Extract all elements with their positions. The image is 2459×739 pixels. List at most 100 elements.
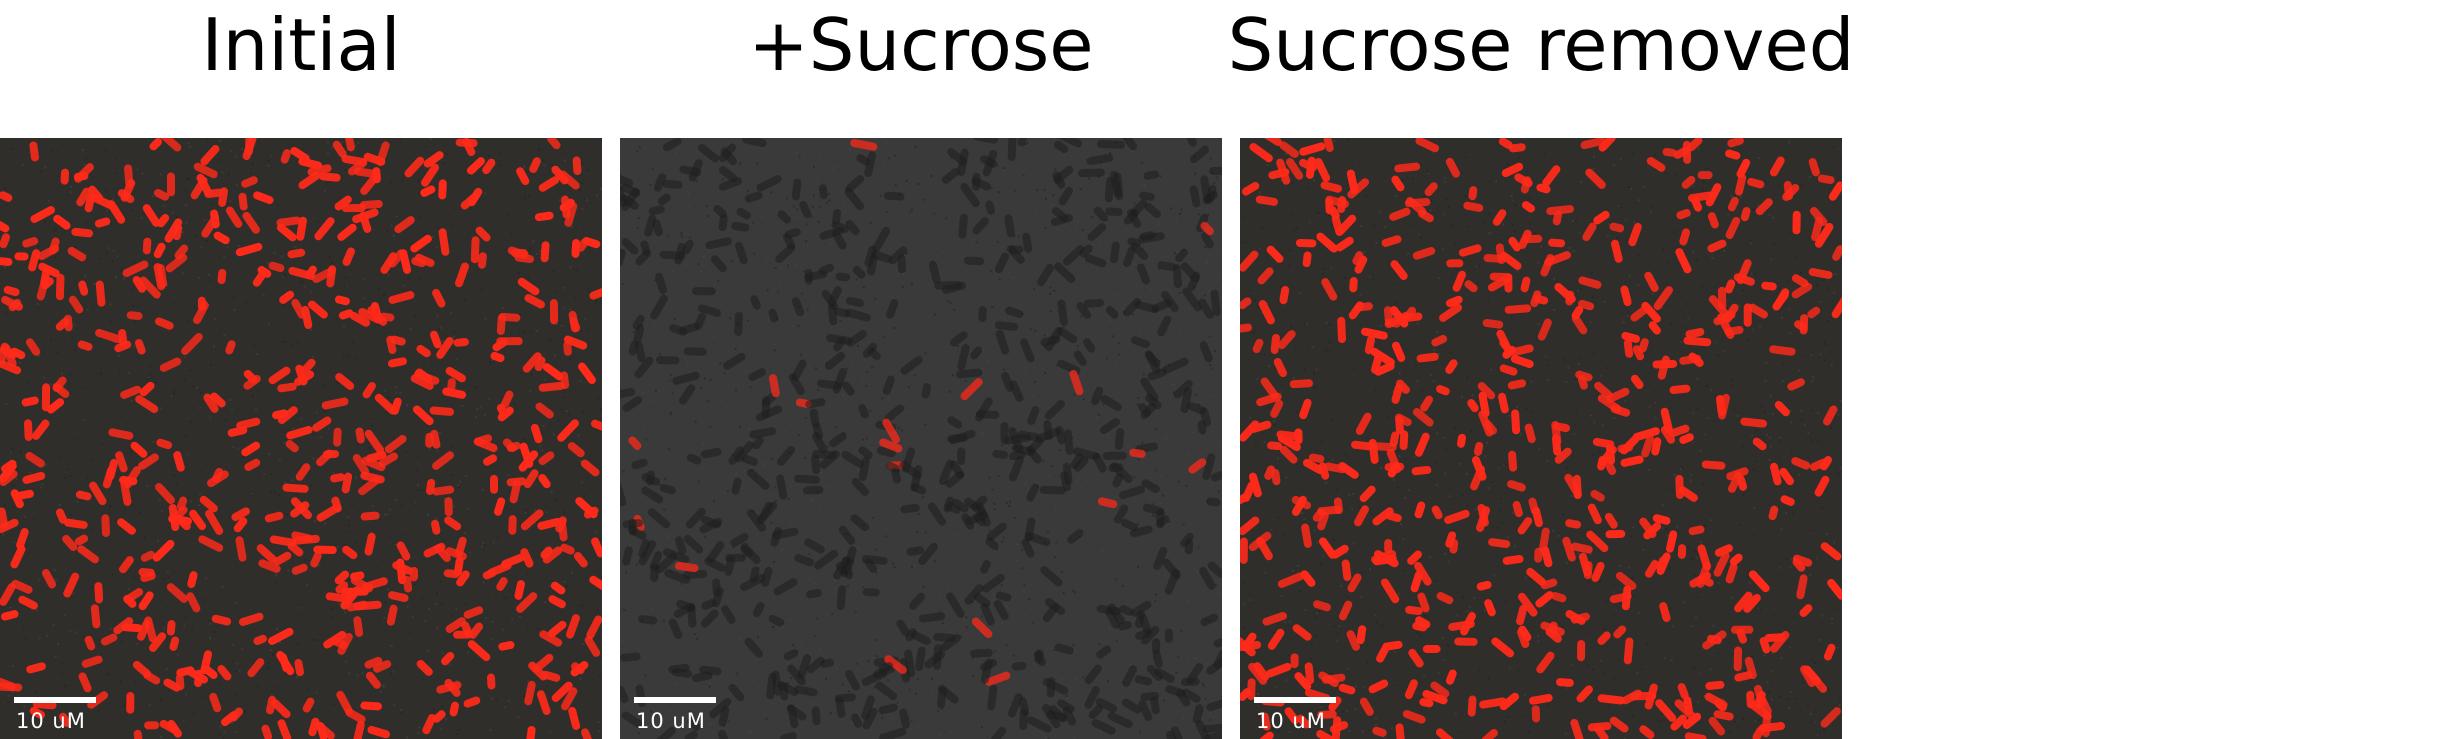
bacterial-cell bbox=[1532, 705, 1541, 723]
bacterial-cell bbox=[490, 475, 498, 494]
bacterial-cell bbox=[94, 582, 103, 604]
bacterial-cell bbox=[1399, 430, 1408, 450]
bacterial-cell bbox=[629, 519, 638, 536]
bacterial-cell bbox=[1423, 645, 1441, 653]
micrograph-image bbox=[620, 138, 1222, 739]
panel-title-sucrose-removed: Sucrose removed bbox=[1240, 0, 1842, 90]
bacterial-cell bbox=[1337, 317, 1346, 344]
scale-bar-label: 10 uM bbox=[16, 709, 86, 733]
bacterial-cell bbox=[24, 419, 33, 441]
bacterial-cell bbox=[1181, 677, 1200, 686]
bacterial-cell bbox=[1291, 653, 1299, 668]
scale-bar-label: 10 uM bbox=[636, 709, 706, 733]
bacterial-cell bbox=[410, 567, 418, 582]
bacterial-cell bbox=[64, 314, 73, 331]
micrograph-image bbox=[1240, 138, 1842, 739]
bacterial-cell bbox=[1384, 463, 1404, 472]
bacterial-cell bbox=[60, 168, 69, 184]
bacterial-cell bbox=[313, 545, 337, 554]
bacterial-cell bbox=[1678, 544, 1687, 559]
bacterial-cell bbox=[1577, 640, 1585, 661]
bacterial-cell bbox=[540, 241, 550, 263]
micrograph-image bbox=[0, 138, 602, 739]
bacterial-cell bbox=[1078, 168, 1105, 177]
bacterial-cell bbox=[1764, 633, 1786, 642]
bacterial-cell bbox=[572, 156, 581, 175]
bacterial-cell bbox=[1209, 167, 1222, 175]
bacterial-cell bbox=[1573, 475, 1582, 500]
bacterial-cell bbox=[498, 313, 520, 322]
bacterial-cell bbox=[1349, 277, 1358, 293]
bacterial-cell bbox=[1698, 171, 1713, 179]
bacterial-cell bbox=[1446, 259, 1463, 267]
bacterial-cell bbox=[734, 312, 743, 337]
bacterial-cell bbox=[1508, 450, 1518, 472]
bacterial-cell bbox=[1548, 238, 1566, 247]
bacterial-cell bbox=[1290, 379, 1314, 388]
bacterial-cell bbox=[425, 433, 434, 448]
bacterial-cell bbox=[1152, 638, 1160, 654]
bacterial-cell bbox=[934, 281, 962, 290]
bacterial-cell bbox=[978, 306, 987, 323]
bacterial-cell bbox=[42, 383, 50, 411]
panel-title-initial: Initial bbox=[0, 0, 602, 90]
bacterial-cell bbox=[487, 673, 496, 689]
bacterial-cell bbox=[342, 204, 366, 212]
scale-bar bbox=[14, 697, 96, 703]
bacterial-cell bbox=[333, 427, 342, 446]
bacterial-cell bbox=[794, 474, 820, 484]
bacterial-cell bbox=[1296, 239, 1317, 248]
bacterial-cell bbox=[1184, 539, 1193, 555]
bacterial-cell bbox=[1165, 629, 1173, 643]
bacterial-cell bbox=[126, 692, 134, 714]
micrograph-sucrose-removed: 10 uM bbox=[1240, 138, 1842, 739]
bacterial-cell bbox=[1007, 138, 1016, 161]
bacterial-cell bbox=[167, 172, 175, 196]
scale-bar bbox=[634, 697, 716, 703]
bacterial-cell bbox=[1084, 299, 1105, 308]
scale-bar-label: 10 uM bbox=[1256, 709, 1326, 733]
bacterial-cell bbox=[438, 179, 447, 199]
micrograph-sucrose: 10 uM bbox=[620, 138, 1222, 739]
bacterial-cell bbox=[1744, 303, 1752, 326]
bacterial-cell bbox=[970, 649, 993, 658]
bacterial-cell bbox=[1040, 486, 1066, 495]
bacterial-cell bbox=[1097, 140, 1125, 149]
bacterial-cell bbox=[1605, 530, 1625, 539]
panel-title-sucrose: +Sucrose bbox=[620, 0, 1222, 90]
bacterial-cell bbox=[101, 514, 110, 537]
bacterial-cell bbox=[496, 337, 523, 345]
bacterial-cell bbox=[1467, 695, 1476, 717]
bacterial-cell bbox=[1556, 678, 1574, 687]
bacterial-cell bbox=[1454, 637, 1478, 645]
bacterial-cell bbox=[1504, 276, 1512, 292]
bacterial-cell bbox=[725, 553, 746, 562]
bacterial-cell bbox=[372, 167, 381, 184]
bacterial-cell bbox=[692, 287, 716, 295]
bacterial-cell bbox=[1103, 452, 1127, 461]
bacterial-cell bbox=[360, 701, 382, 710]
bacterial-cell bbox=[933, 644, 943, 670]
bacterial-cell bbox=[508, 515, 517, 535]
bacterial-cell bbox=[803, 486, 824, 495]
bacterial-cell bbox=[957, 447, 965, 465]
bacterial-cell bbox=[656, 356, 680, 365]
bacterial-cell bbox=[1630, 692, 1657, 701]
bacterial-cell bbox=[1156, 509, 1165, 529]
bacterial-cell bbox=[471, 236, 480, 263]
bacterial-cell bbox=[198, 297, 206, 311]
bacterial-cell bbox=[964, 256, 985, 265]
bacterial-cell bbox=[1792, 211, 1800, 235]
bacterial-cell bbox=[143, 237, 152, 254]
bacterial-cell bbox=[863, 588, 880, 596]
bacterial-cell bbox=[972, 173, 981, 191]
bacterial-cell bbox=[683, 347, 707, 356]
bacterial-cell bbox=[14, 252, 28, 260]
bacterial-cell bbox=[56, 274, 65, 301]
bacterial-cell bbox=[1675, 475, 1684, 499]
bacterial-cell bbox=[1405, 198, 1431, 208]
bacterial-cell bbox=[662, 180, 683, 189]
bacterial-cell bbox=[144, 721, 159, 729]
bacterial-cell bbox=[1240, 537, 1248, 563]
bacterial-cell bbox=[884, 192, 905, 201]
